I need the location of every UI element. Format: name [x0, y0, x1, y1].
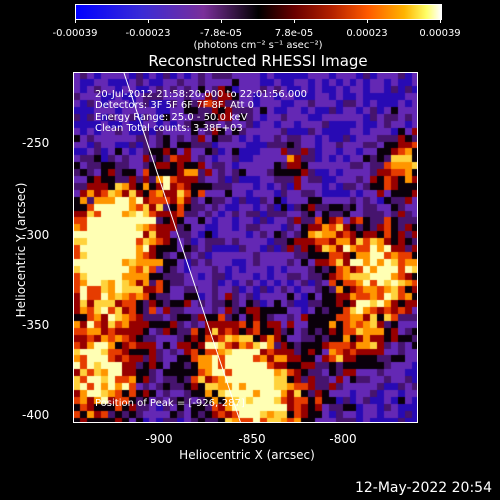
colorbar-tick-label: -0.00023: [125, 28, 171, 39]
colorbar: [75, 4, 442, 20]
x-tick-label: -850: [238, 432, 266, 446]
y-tick-label: -250: [22, 136, 50, 150]
x-tick-label: -800: [329, 432, 357, 446]
colorbar-tick-mark: [294, 19, 295, 23]
timestamp: 12-May-2022 20:54: [354, 480, 492, 496]
colorbar-tick-label: -0.00039: [52, 28, 98, 39]
colorbar-tick-mark: [367, 19, 368, 23]
colorbar-tick-label: -7.8e-05: [200, 28, 242, 39]
plot-area: [73, 72, 418, 423]
y-tick-label: -300: [22, 228, 50, 242]
colorbar-tick-label: 0.00023: [346, 28, 388, 39]
heatmap-image: [74, 73, 417, 422]
x-axis-label: Heliocentric X (arcsec): [179, 448, 315, 462]
y-axis-label: Heliocentric Y (arcsec): [14, 182, 28, 318]
y-tick-label: -350: [22, 318, 50, 332]
y-tick-label: -400: [22, 408, 50, 422]
colorbar-units: (photons cm⁻² s⁻¹ asec⁻²): [193, 40, 323, 51]
info-time: 20-Jul-2012 21:58:20.000 to 22:01:56.000: [95, 89, 307, 100]
x-tick-label: -900: [145, 432, 173, 446]
chart-title: Reconstructed RHESSI Image: [148, 52, 368, 70]
colorbar-tick-label: 7.8e-05: [274, 28, 314, 39]
colorbar-tick-mark: [440, 19, 441, 23]
info-detectors: Detectors: 3F 5F 6F 7F 8F, Att 0: [95, 100, 255, 111]
colorbar-tick-label: 0.00039: [419, 28, 461, 39]
info-clean: Clean Total counts: 3.38E+03: [95, 123, 243, 134]
solar-limb-line: [123, 73, 241, 422]
limb-line-layer: [123, 73, 241, 422]
colorbar-tick-mark: [148, 19, 149, 23]
peak-position: Position of Peak = [-926,-287]: [95, 398, 245, 409]
colorbar-tick-mark: [221, 19, 222, 23]
colorbar-tick-mark: [75, 19, 76, 23]
info-energy: Energy Range: 25.0 - 50.0 keV: [95, 112, 248, 123]
